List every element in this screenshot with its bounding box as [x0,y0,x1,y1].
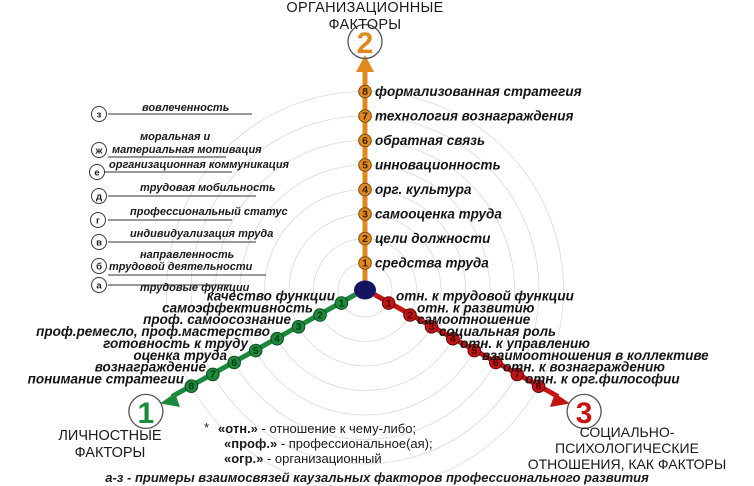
svg-text:5: 5 [253,345,259,357]
svg-text:технология вознаграждения: технология вознаграждения [375,109,573,124]
svg-text:понимание стратегии: понимание стратегии [28,372,185,387]
svg-text:7: 7 [362,110,368,122]
svg-text:4: 4 [274,333,280,345]
svg-text:а-з - примеры взаимосвязей кау: а-з - примеры взаимосвязей каузальных фа… [105,470,649,485]
svg-text:средства труда: средства труда [375,256,489,271]
svg-text:б: б [96,262,102,273]
svg-text:ПСИХОЛОГИЧЕСКИЕ: ПСИХОЛОГИЧЕСКИЕ [555,440,699,456]
svg-text:обратная связь: обратная связь [375,133,485,148]
svg-text:«отн.» - отношение к чему-либо: «отн.» - отношение к чему-либо; [218,421,416,436]
svg-text:2: 2 [407,309,413,321]
svg-text:ОРГАНИЗАЦИОННЫЕ: ОРГАНИЗАЦИОННЫЕ [286,0,443,16]
svg-text:ЛИЧНОСТНЫЕ: ЛИЧНОСТНЫЕ [58,428,162,444]
svg-text:ФАКТОРЫ: ФАКТОРЫ [75,445,146,461]
svg-text:«проф.» - профессиональное(ая): «проф.» - профессиональное(ая); [224,436,433,451]
svg-text:*: * [204,420,209,435]
svg-text:3: 3 [296,321,302,333]
svg-text:2: 2 [317,309,323,321]
svg-text:5: 5 [362,159,368,171]
svg-text:4: 4 [362,184,368,196]
svg-text:3: 3 [362,208,368,220]
svg-text:индивидуализация труда: индивидуализация труда [130,228,273,240]
svg-text:е: е [94,168,99,179]
svg-text:в: в [96,238,102,249]
svg-text:«огр.» - организационный: «огр.» - организационный [224,451,382,466]
svg-text:д: д [96,192,102,203]
svg-text:формализованная стратегия: формализованная стратегия [375,84,582,99]
svg-text:трудовая мобильность: трудовая мобильность [140,182,276,194]
svg-text:СОЦИАЛЬНО-: СОЦИАЛЬНО- [580,424,675,440]
svg-text:г: г [96,216,100,227]
svg-text:6: 6 [231,357,237,369]
svg-text:трудовой деятельности: трудовой деятельности [109,261,253,273]
svg-text:8: 8 [362,86,368,98]
svg-text:7: 7 [210,369,216,381]
svg-text:а: а [96,281,102,292]
svg-text:1: 1 [338,297,344,309]
svg-text:моральная и: моральная и [140,131,210,143]
svg-text:з: з [97,110,102,121]
svg-text:8: 8 [188,381,194,393]
svg-text:направленность: направленность [140,249,234,261]
svg-text:1: 1 [386,297,392,309]
svg-text:материальная мотивация: материальная мотивация [112,144,262,156]
svg-text:ФАКТОРЫ: ФАКТОРЫ [329,17,402,33]
svg-text:профессиональный статус: профессиональный статус [130,206,288,218]
svg-text:организационная коммуникация: организационная коммуникация [109,159,290,171]
svg-text:6: 6 [362,135,368,147]
svg-text:ж: ж [95,146,103,157]
svg-text:отн. к орг.философии: отн. к орг.философии [525,372,680,387]
svg-text:цели должности: цели должности [375,231,491,246]
svg-text:трудовые функции: трудовые функции [140,282,250,294]
svg-text:вовлеченность: вовлеченность [142,102,229,114]
svg-text:орг. культура: орг. культура [375,182,472,197]
svg-text:инновационность: инновационность [375,158,501,173]
svg-text:2: 2 [362,233,368,245]
svg-text:1: 1 [362,257,368,269]
svg-text:самооценка труда: самооценка труда [375,207,502,222]
svg-text:1: 1 [138,397,155,430]
